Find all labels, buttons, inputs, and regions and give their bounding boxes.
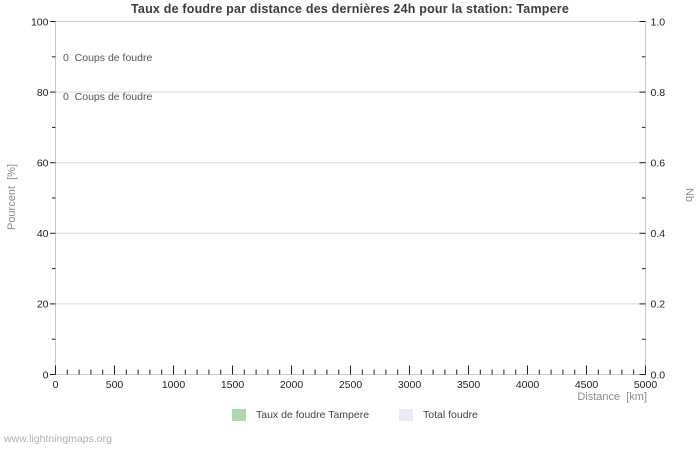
x-tick-label: 4000 — [516, 379, 540, 391]
y-right-tick-label: 0.6 — [651, 158, 666, 170]
y-right-tick-label: 0.4 — [651, 228, 666, 240]
x-tick-label: 1500 — [221, 379, 245, 391]
y-left-tick-label: 20 — [37, 299, 49, 311]
legend-label-total: Total foudre — [423, 409, 478, 421]
x-tick-label: 1000 — [162, 379, 186, 391]
x-tick-label: 500 — [106, 379, 124, 391]
x-tick-label: 3500 — [457, 379, 481, 391]
watermark-link[interactable]: www.lightningmaps.org — [4, 433, 112, 445]
x-tick-label: 2500 — [339, 379, 363, 391]
x-tick-label: 4500 — [575, 379, 599, 391]
strike-count-annotation: 0 Coups de foudre 0 Coups de foudre — [63, 26, 152, 130]
y-left-tick-label: 40 — [37, 228, 49, 240]
legend-swatch-taux-icon — [232, 409, 246, 421]
annotation-line-1: 0 Coups de foudre — [63, 52, 153, 64]
x-tick-label: 0 — [53, 379, 59, 391]
x-tick-label: 2000 — [280, 379, 304, 391]
x-axis-label: Distance [km] — [577, 391, 647, 403]
y-left-tick-label: 100 — [31, 16, 49, 28]
y-axis-label-right: Nb — [683, 187, 695, 203]
y-axis-label-left: Pourcent [%] — [6, 163, 18, 231]
y-left-tick-label: 0 — [43, 369, 49, 381]
annotation-line-2: 0 Coups de foudre — [63, 91, 153, 103]
x-tick-label: 3000 — [398, 379, 422, 391]
y-right-tick-label: 0.8 — [651, 87, 666, 99]
chart-title: Taux de foudre par distance des dernière… — [131, 2, 569, 16]
y-right-tick-label: 0.0 — [651, 369, 666, 381]
y-right-tick-label: 1.0 — [651, 16, 666, 28]
legend-swatch-total-icon — [399, 409, 413, 421]
y-left-tick-label: 80 — [37, 87, 49, 99]
y-left-tick-label: 60 — [37, 158, 49, 170]
x-tick-label: 5000 — [634, 379, 658, 391]
legend-label-taux: Taux de foudre Tampere — [256, 409, 370, 421]
legend-item-taux: Taux de foudre Tampere — [232, 409, 369, 421]
legend-item-total: Total foudre — [399, 409, 478, 421]
y-right-tick-label: 0.2 — [651, 299, 666, 311]
